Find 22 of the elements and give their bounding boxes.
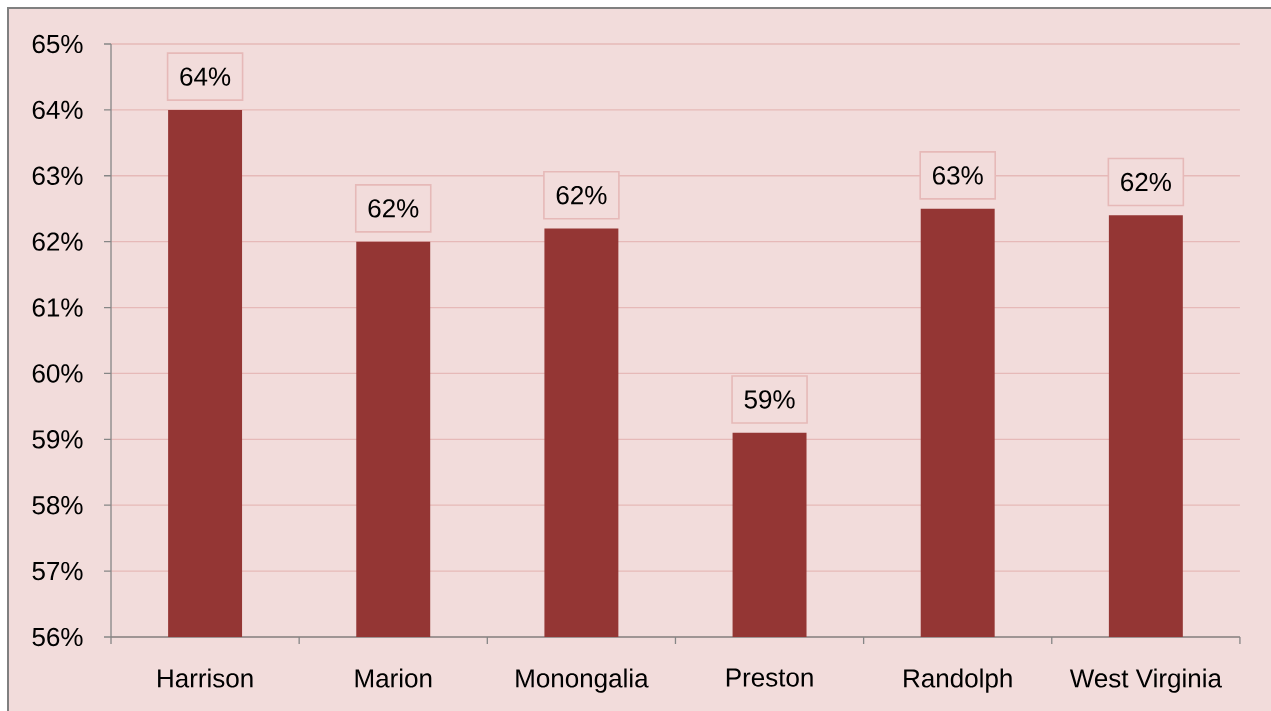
x-tick-label: Marion [355, 668, 432, 688]
x-tick-label: Preston [726, 668, 813, 687]
x-tick-label: Monongalia [516, 668, 649, 693]
y-tick-label: 59% [32, 430, 83, 449]
data-label: 59% [744, 390, 795, 409]
x-tick-label: Randolph [904, 668, 1012, 693]
data-label: 63% [933, 166, 983, 185]
y-tick-label: 62% [32, 232, 83, 251]
data-label: 64% [180, 67, 231, 86]
y-tick-label: 63% [32, 166, 83, 185]
x-tick-label: West Virginia [1069, 668, 1222, 693]
y-tick-label: 64% [32, 100, 83, 120]
y-tick-label: 56% [32, 627, 83, 647]
y-tick-label: 60% [32, 364, 83, 383]
data-label: 62% [556, 185, 607, 205]
y-tick-label: 61% [32, 298, 83, 317]
y-tick-label: 57% [32, 561, 83, 581]
data-label: 62% [368, 199, 419, 218]
data-label: 62% [1121, 172, 1171, 192]
y-tick-label: 65% [32, 34, 83, 54]
y-tick-label: 58% [32, 496, 83, 515]
x-tick-label: Harrison [158, 668, 253, 688]
